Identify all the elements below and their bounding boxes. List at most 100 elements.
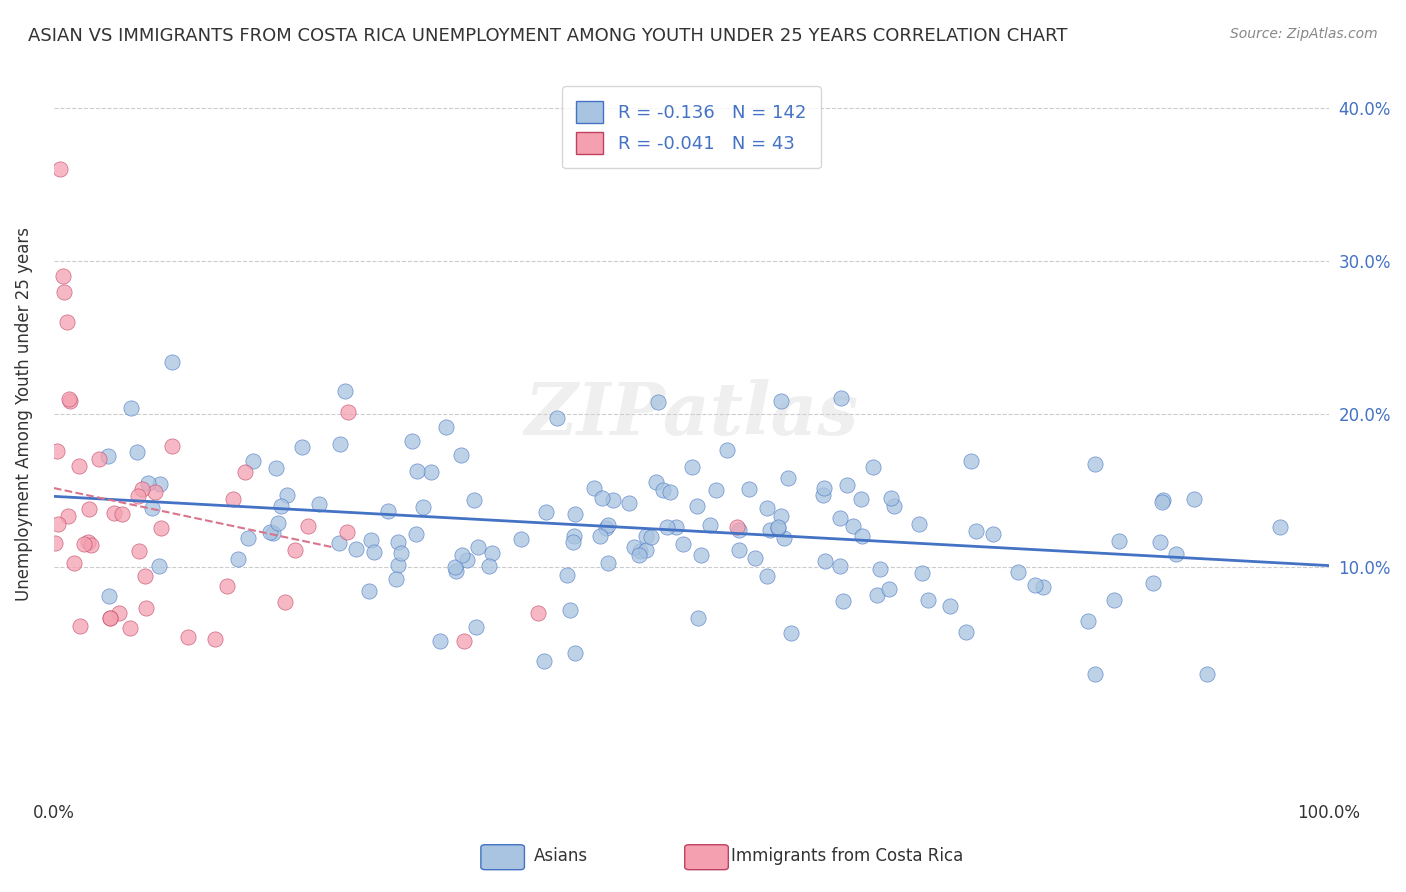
Asians <box>401 434 423 448</box>
Immigrants from Costa Rica <box>162 439 184 453</box>
Immigrants from Costa Rica <box>235 466 257 480</box>
Asians <box>813 554 835 568</box>
Immigrants from Costa Rica <box>44 535 66 549</box>
Asians <box>456 552 478 566</box>
Asians <box>451 548 474 562</box>
Asians <box>148 558 170 573</box>
Asians <box>1077 614 1099 628</box>
Asians <box>1104 592 1126 607</box>
Asians <box>97 449 120 463</box>
Asians <box>436 420 458 434</box>
Immigrants from Costa Rica <box>215 579 238 593</box>
Asians <box>755 500 778 515</box>
Immigrants from Costa Rica <box>77 501 100 516</box>
Immigrants from Costa Rica <box>55 315 77 329</box>
Asians <box>907 516 929 531</box>
Legend: R = -0.136   N = 142, R = -0.041   N = 43: R = -0.136 N = 142, R = -0.041 N = 43 <box>562 87 821 169</box>
Asians <box>665 520 688 534</box>
Text: 0.0%: 0.0% <box>32 805 75 822</box>
Text: 100.0%: 100.0% <box>1298 805 1360 822</box>
Asians <box>558 603 581 617</box>
Asians <box>655 520 678 534</box>
Asians <box>385 572 408 586</box>
Asians <box>688 611 710 625</box>
Text: ASIAN VS IMMIGRANTS FROM COSTA RICA UNEMPLOYMENT AMONG YOUTH UNDER 25 YEARS CORR: ASIAN VS IMMIGRANTS FROM COSTA RICA UNEM… <box>28 27 1067 45</box>
Asians <box>780 625 803 640</box>
Text: Asians: Asians <box>534 847 588 865</box>
Asians <box>270 499 292 513</box>
FancyBboxPatch shape <box>685 845 728 870</box>
Asians <box>759 523 782 537</box>
Asians <box>659 484 682 499</box>
Asians <box>1164 547 1187 561</box>
Immigrants from Costa Rica <box>73 536 96 550</box>
Asians <box>595 521 617 535</box>
Asians <box>690 549 713 563</box>
Asians <box>727 543 749 558</box>
Asians <box>444 564 467 578</box>
Asians <box>627 548 650 562</box>
Asians <box>141 500 163 515</box>
Asians <box>630 543 652 558</box>
Immigrants from Costa Rica <box>46 444 69 458</box>
Asians <box>1084 667 1107 681</box>
Asians <box>308 497 330 511</box>
Immigrants from Costa Rica <box>222 492 245 507</box>
Immigrants from Costa Rica <box>63 556 86 570</box>
Asians <box>851 529 873 543</box>
Immigrants from Costa Rica <box>527 606 550 620</box>
Immigrants from Costa Rica <box>108 606 131 620</box>
Asians <box>617 495 640 509</box>
Asians <box>769 394 792 409</box>
Asians <box>329 437 352 451</box>
Immigrants from Costa Rica <box>336 524 359 539</box>
Immigrants from Costa Rica <box>337 404 360 418</box>
Immigrants from Costa Rica <box>53 285 76 299</box>
Asians <box>1270 520 1292 534</box>
Asians <box>406 464 429 478</box>
Asians <box>862 459 884 474</box>
Asians <box>883 499 905 513</box>
Asians <box>357 584 380 599</box>
Text: ZIPatlas: ZIPatlas <box>524 378 859 450</box>
Immigrants from Costa Rica <box>59 394 82 409</box>
Text: Immigrants from Costa Rica: Immigrants from Costa Rica <box>731 847 963 865</box>
Asians <box>555 568 578 582</box>
Immigrants from Costa Rica <box>127 489 149 503</box>
Asians <box>267 516 290 530</box>
Immigrants from Costa Rica <box>131 483 153 497</box>
Immigrants from Costa Rica <box>134 568 156 582</box>
Asians <box>602 492 624 507</box>
Asians <box>534 505 557 519</box>
Asians <box>828 559 851 574</box>
Asians <box>811 488 834 502</box>
Asians <box>1007 565 1029 579</box>
Asians <box>120 401 142 416</box>
Asians <box>444 560 467 574</box>
Asians <box>328 536 350 550</box>
Asians <box>769 508 792 523</box>
Immigrants from Costa Rica <box>98 611 121 625</box>
Asians <box>242 453 264 467</box>
Asians <box>564 529 586 543</box>
Immigrants from Costa Rica <box>103 506 125 520</box>
Asians <box>276 488 298 502</box>
Immigrants from Costa Rica <box>46 517 69 532</box>
Immigrants from Costa Rica <box>150 521 173 535</box>
Asians <box>842 518 865 533</box>
Asians <box>405 527 427 541</box>
Asians <box>1152 492 1174 507</box>
Asians <box>598 557 620 571</box>
Asians <box>598 518 620 533</box>
Immigrants from Costa Rica <box>120 621 142 635</box>
Asians <box>766 520 789 534</box>
Asians <box>564 507 586 521</box>
Asians <box>776 471 799 485</box>
Asians <box>127 445 149 459</box>
Asians <box>652 483 675 497</box>
Asians <box>149 477 172 491</box>
Asians <box>510 532 533 546</box>
Immigrants from Costa Rica <box>69 619 91 633</box>
Asians <box>880 491 903 505</box>
Asians <box>429 634 451 648</box>
